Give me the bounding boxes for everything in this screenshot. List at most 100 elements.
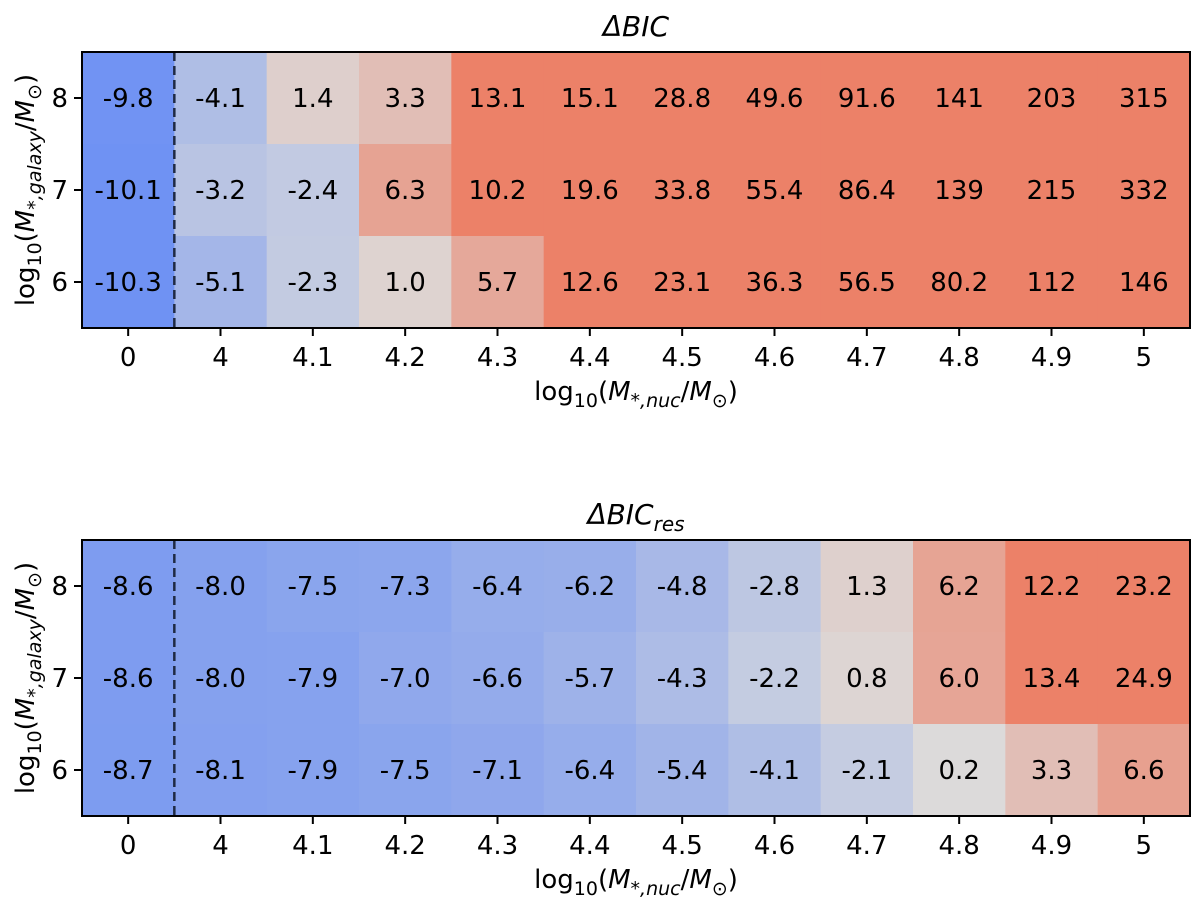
- cell-value-label: 28.8: [653, 84, 711, 114]
- cell-value-label: -5.4: [657, 756, 708, 786]
- cell-value-label: -8.7: [103, 756, 154, 786]
- x-tick-label: 4.5: [661, 831, 702, 861]
- x-tick-label: 4.2: [384, 343, 425, 373]
- heatmap-cell: [543, 144, 637, 237]
- heatmap-cell: [1097, 144, 1191, 237]
- heatmap-cell: [266, 724, 360, 817]
- heatmap-cell: [174, 52, 268, 145]
- x-tick-label: 4.2: [384, 831, 425, 861]
- cell-value-label: 13.4: [1023, 664, 1081, 694]
- cell-value-label: 6.0: [938, 664, 979, 694]
- heatmap-cell: [820, 52, 914, 145]
- x-axis-label: log10(M*,nuc/M⊙): [534, 865, 738, 900]
- cell-value-label: -6.4: [472, 572, 523, 602]
- cell-value-label: -8.0: [195, 664, 246, 694]
- chart-title: ΔBICres: [585, 498, 684, 536]
- cell-value-label: -7.5: [380, 756, 431, 786]
- heatmap-cell: [1097, 540, 1191, 633]
- heatmap-cell: [636, 632, 729, 725]
- heatmap-cell: [820, 724, 914, 817]
- heatmap-cell: [174, 632, 268, 725]
- cell-value-label: 332: [1119, 176, 1169, 206]
- cell-value-label: -2.8: [749, 572, 800, 602]
- heatmap-cell: [636, 236, 729, 329]
- heatmap-cell: [820, 144, 914, 237]
- cell-value-label: 36.3: [746, 268, 804, 298]
- heatmap-cell: [636, 52, 729, 145]
- y-axis-label: log10(M*,galaxy/M⊙): [11, 562, 46, 794]
- cell-value-label: -7.0: [380, 664, 431, 694]
- heatmap-cell: [451, 144, 545, 237]
- y-tick-label: 8: [51, 572, 68, 602]
- heatmap-cell: [1005, 144, 1099, 237]
- heatmap-cell: [913, 540, 1006, 633]
- heatmap-cell: [1005, 540, 1099, 633]
- cell-value-label: -4.1: [749, 756, 800, 786]
- heatmap-cell: [1097, 52, 1191, 145]
- y-tick-label: 7: [51, 176, 68, 206]
- heatmap-cell: [636, 144, 729, 237]
- x-tick-label: 4: [212, 343, 229, 373]
- heatmap-cell: [82, 236, 175, 329]
- cell-value-label: -6.2: [564, 572, 615, 602]
- cell-value-label: -4.1: [195, 84, 246, 114]
- cell-value-label: 23.1: [653, 268, 711, 298]
- cell-value-label: -8.0: [195, 572, 246, 602]
- cell-value-label: 56.5: [838, 268, 896, 298]
- cell-value-label: -9.8: [103, 84, 154, 114]
- cell-value-label: 3.3: [1031, 756, 1072, 786]
- cell-value-label: -8.6: [103, 664, 154, 694]
- x-tick-label: 4.3: [477, 831, 518, 861]
- cell-value-label: 15.1: [561, 84, 619, 114]
- heatmap-cell: [174, 724, 268, 817]
- heatmap-cell: [82, 144, 175, 237]
- heatmap-cell: [1005, 724, 1099, 817]
- heatmap-cell: [82, 724, 175, 817]
- cell-value-label: -10.3: [95, 268, 162, 298]
- cell-value-label: 315: [1119, 84, 1169, 114]
- heatmap-cell: [174, 236, 268, 329]
- cell-value-label: 19.6: [561, 176, 619, 206]
- heatmap-cell: [543, 724, 637, 817]
- heatmap-cell: [728, 236, 822, 329]
- heatmap-cell: [266, 52, 360, 145]
- cell-value-label: 86.4: [838, 176, 896, 206]
- heatmap-cell: [266, 236, 360, 329]
- heatmap-cell: [451, 236, 545, 329]
- cell-value-label: 33.8: [653, 176, 711, 206]
- heatmap-cell: [913, 632, 1006, 725]
- cell-value-label: -4.8: [657, 572, 708, 602]
- cell-value-label: 1.4: [292, 84, 333, 114]
- heatmap-cell: [728, 724, 822, 817]
- cell-value-label: 13.1: [469, 84, 527, 114]
- cell-value-label: 10.2: [469, 176, 527, 206]
- heatmap-cell: [266, 540, 360, 633]
- heatmap-cell: [728, 144, 822, 237]
- x-tick-label: 4.9: [1031, 343, 1072, 373]
- heatmap-cell: [451, 52, 545, 145]
- heatmap-cell: [728, 52, 822, 145]
- heatmap-cell: [359, 540, 452, 633]
- y-tick-label: 7: [51, 664, 68, 694]
- cell-value-label: 215: [1027, 176, 1077, 206]
- heatmap-cell: [451, 540, 545, 633]
- cell-value-label: 49.6: [746, 84, 804, 114]
- heatmap-cell: [913, 236, 1006, 329]
- heatmap-cell: [1005, 236, 1099, 329]
- cell-value-label: 12.2: [1023, 572, 1081, 602]
- heatmap-cell: [913, 724, 1006, 817]
- x-tick-label: 4.6: [754, 831, 795, 861]
- cell-value-label: -6.6: [472, 664, 523, 694]
- cell-value-label: -2.4: [287, 176, 338, 206]
- heatmap-cell: [1097, 236, 1191, 329]
- heatmap-panel-dbic-res: -8.6 -8.0 -7.5 -7.3 -6.4 -6.2 -4.8 -2.8 1.3 6.2 12…: [11, 498, 1191, 900]
- heatmap-cell: [451, 724, 545, 817]
- heatmap-cell: [543, 52, 637, 145]
- heatmap-cell: [82, 632, 175, 725]
- y-tick-label: 6: [51, 756, 68, 786]
- heatmap-cell: [359, 52, 452, 145]
- chart-title: ΔBIC: [601, 10, 670, 43]
- x-axis-label: log10(M*,nuc/M⊙): [534, 377, 738, 412]
- heatmap-cell: [359, 144, 452, 237]
- y-axis-label: log10(M*,galaxy/M⊙): [11, 74, 46, 306]
